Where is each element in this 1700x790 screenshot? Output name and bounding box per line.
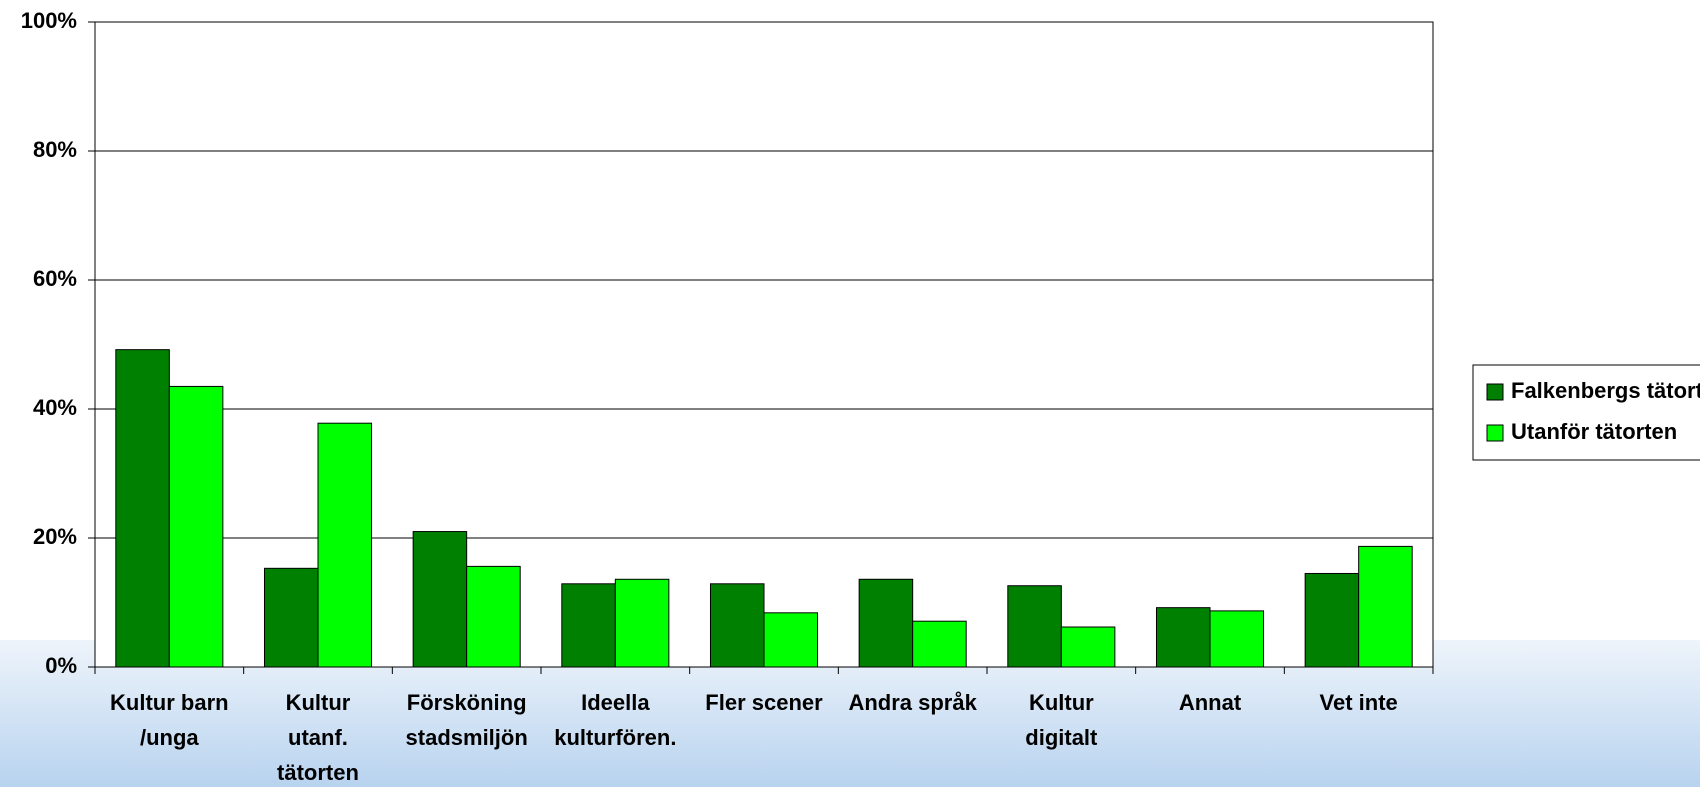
x-tick-label: Fler scener bbox=[705, 690, 823, 715]
y-tick-label: 40% bbox=[33, 395, 77, 420]
x-tick-label: Vet inte bbox=[1319, 690, 1398, 715]
bar bbox=[709, 583, 765, 668]
bar bbox=[561, 583, 616, 668]
bar bbox=[912, 620, 967, 668]
bar bbox=[466, 565, 521, 668]
x-tick-label: Annat bbox=[1178, 690, 1242, 715]
x-tick-label: Kultur digitalt bbox=[1025, 690, 1098, 750]
x-tick-label: Kultur barn /unga bbox=[110, 690, 229, 750]
y-tick-label: 100% bbox=[21, 8, 77, 33]
bar bbox=[1209, 610, 1265, 668]
bar bbox=[614, 578, 670, 668]
x-tick-label: Andra språk bbox=[848, 690, 977, 715]
legend-swatch bbox=[1486, 424, 1504, 442]
bar bbox=[115, 349, 170, 668]
legend-label: Falkenbergs tätort bbox=[1511, 378, 1700, 403]
y-tick-label: 80% bbox=[33, 137, 77, 162]
bar bbox=[858, 578, 914, 668]
bar bbox=[1155, 607, 1211, 668]
legend-label: Utanför tätorten bbox=[1511, 419, 1677, 444]
bar bbox=[1304, 572, 1360, 668]
bar bbox=[263, 567, 319, 668]
y-tick-label: 20% bbox=[33, 524, 77, 549]
y-tick-label: 0% bbox=[45, 653, 77, 678]
legend-box bbox=[1472, 364, 1700, 461]
bar bbox=[763, 612, 819, 668]
bar bbox=[317, 422, 373, 668]
x-tick-label: Kultur utanf. tätorten bbox=[277, 690, 359, 785]
y-tick-label: 60% bbox=[33, 266, 77, 291]
bar bbox=[1060, 626, 1116, 668]
bar bbox=[1358, 545, 1413, 668]
bar bbox=[168, 385, 224, 668]
bar bbox=[1007, 585, 1062, 668]
x-tick-label: Ideella kulturfören. bbox=[554, 690, 677, 750]
bar bbox=[412, 531, 468, 668]
legend-swatch bbox=[1486, 383, 1504, 401]
x-tick-label: Försköning stadsmiljön bbox=[405, 690, 528, 750]
